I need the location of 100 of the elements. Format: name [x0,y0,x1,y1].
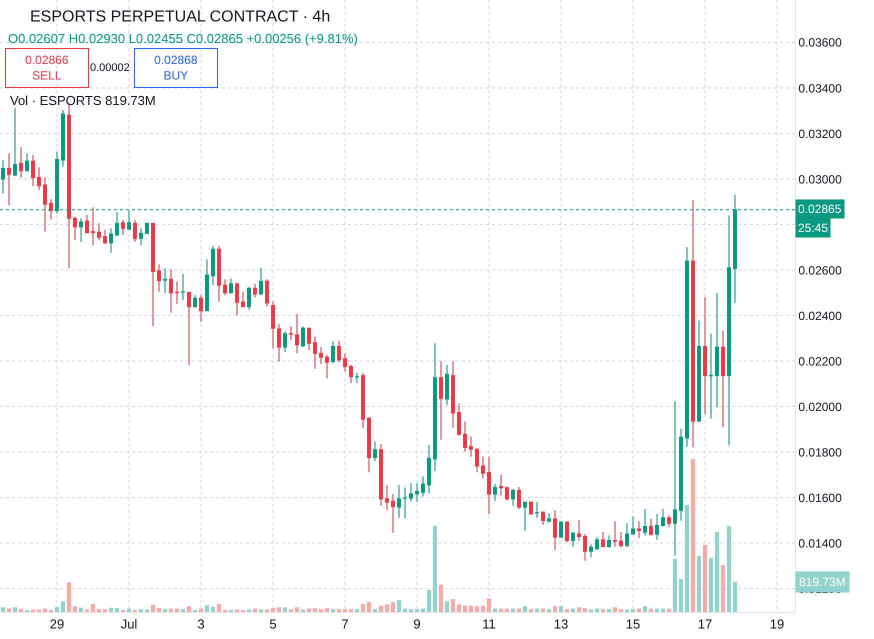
candlestick [163,268,167,294]
bar [534,608,540,612]
bar [672,559,678,612]
bar [114,608,120,612]
candlestick [421,476,425,497]
candlestick [463,421,467,452]
candlestick [7,152,11,206]
bar [648,608,654,612]
bar [156,608,162,612]
candlestick [43,176,47,232]
y-tick-label: 0.03400 [798,81,842,96]
candlestick [145,222,149,235]
y-tick-label: 0.03000 [798,172,842,186]
bar [582,608,588,612]
candlestick [625,522,629,548]
bar [186,606,192,612]
bar [474,606,480,612]
candlestick [619,532,623,548]
candlestick [715,292,719,408]
bar [384,604,390,612]
candlestick [583,534,587,562]
bar [162,609,168,612]
candlestick [517,486,521,510]
bar [378,606,384,612]
candlestick [265,278,269,307]
candlestick [1,159,5,194]
bar [480,606,486,612]
bar [6,608,12,612]
bar [174,608,180,612]
candlestick [241,291,245,308]
candlestick [385,485,389,510]
candlestick [229,278,233,294]
bar [498,608,504,612]
bar [510,608,516,612]
candlestick [409,482,413,502]
candlestick [481,456,485,479]
candlestick [451,361,455,428]
bar [330,609,336,612]
candlestick [721,330,725,428]
y-tick-label: 0.01600 [798,490,842,505]
bar [204,605,210,612]
annotation: 0.02868 BUY [154,53,198,83]
bar [396,600,402,612]
bar [306,608,312,612]
candlestick [457,402,461,436]
candlestick [313,336,317,370]
text: 819.73M [799,575,846,589]
candlestick [403,487,407,519]
bar [54,607,60,612]
bar [336,609,342,612]
candlestick [289,326,293,340]
candlestick [475,448,479,473]
candlestick [397,484,401,518]
candlestick [25,152,29,172]
candlestick [259,268,263,296]
candlestick [355,372,359,384]
candlestick [73,216,77,241]
candlestick [469,436,473,458]
candlestick [631,516,635,535]
x-tick-label: 15 [626,616,640,632]
bar [636,608,642,612]
candlestick [307,327,311,350]
bar [12,607,18,612]
y-tick-label: 0.02000 [798,400,842,414]
bar [168,608,174,612]
candlestick [61,110,65,168]
bar [18,609,24,612]
candlestick [679,428,683,522]
text: 25:45 [798,221,828,235]
candlestick [577,519,581,542]
bar [288,609,294,612]
candlestick [79,218,83,242]
candlestick [13,108,17,177]
bar [426,590,432,612]
candlestick [655,513,659,540]
y-tick-label: 0.01800 [798,445,842,460]
bar [180,609,186,612]
bar [276,607,282,612]
bar [462,606,468,612]
candlestick [439,360,443,440]
bar [252,608,258,612]
candlestick [181,273,185,301]
candlestick [565,520,569,543]
candlestick [157,264,161,292]
candlestick [349,364,353,384]
bar [678,578,684,612]
candlestick [649,518,653,536]
bar [408,609,414,612]
candlestick [499,474,503,496]
bar [420,608,426,612]
candlestick [379,444,383,506]
bar [78,608,84,612]
bar [0,607,6,612]
bar [432,526,438,612]
bar [360,604,366,612]
x-tick-label: 19 [770,616,784,632]
bar [210,606,216,612]
y-tick-label: 0.01400 [798,536,842,550]
bar [516,608,522,612]
bar [558,606,564,612]
